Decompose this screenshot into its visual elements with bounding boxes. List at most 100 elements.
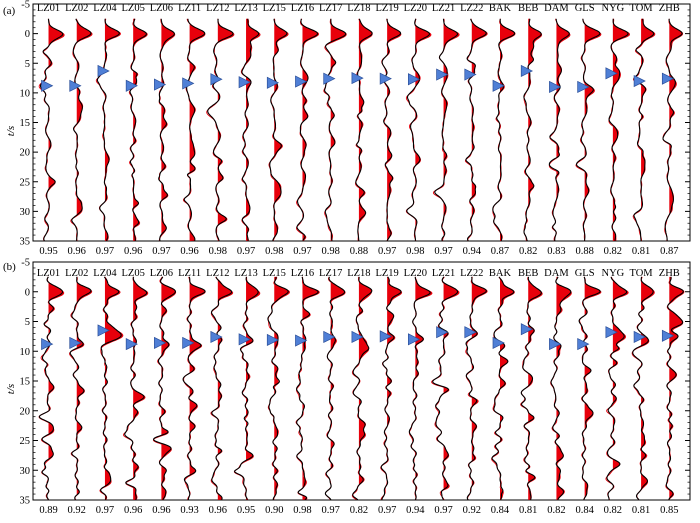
correlation-value-LZ19: 0.97 (378, 246, 396, 257)
observed-trace-BAK (492, 18, 516, 241)
correlation-value-LZ06: 0.96 (152, 505, 170, 516)
station-label-LZ19: LZ19 (375, 268, 398, 279)
synthetic-fill-LZ12 (217, 276, 233, 500)
station-label-BAK: BAK (489, 3, 512, 14)
correlation-value-BEB: 0.82 (519, 246, 537, 257)
panel-label-a: (a) (3, 5, 16, 17)
correlation-value-LZ16: 0.98 (293, 505, 311, 516)
observed-trace-LZ21 (432, 276, 459, 500)
observed-trace-LZ11 (182, 276, 206, 500)
correlation-value-LZ02: 0.96 (68, 246, 86, 257)
correlation-value-LZ17: 0.98 (322, 246, 340, 257)
synthetic-fill-LZ13 (246, 18, 261, 242)
synthetic-trace-TOM (632, 18, 656, 241)
observed-trace-LZ13 (234, 276, 259, 500)
correlation-value-LZ06: 0.97 (152, 246, 170, 257)
synthetic-trace-LZ19 (380, 276, 403, 500)
station-label-LZ17: LZ17 (319, 3, 342, 14)
station-label-LZ20: LZ20 (404, 268, 427, 279)
observed-trace-LZ04 (100, 276, 122, 500)
station-label-LZ04: LZ04 (93, 3, 117, 14)
synthetic-fill-LZ01 (48, 18, 65, 242)
station-label-LZ16: LZ16 (291, 268, 314, 279)
synthetic-trace-LZ18 (355, 18, 373, 241)
observed-trace-DAM (550, 276, 572, 500)
correlation-value-LZ04: 0.97 (96, 246, 114, 257)
synthetic-fill-LZ06 (161, 18, 175, 242)
observed-trace-LZ17 (324, 18, 347, 241)
arrival-marker-LZ05 (125, 338, 138, 351)
y-tick-label: 5 (25, 317, 30, 328)
panel-label-b: (b) (3, 261, 16, 273)
synthetic-fill-LZ21 (443, 276, 460, 500)
arrival-marker-LZ04 (97, 324, 110, 337)
correlation-value-GLS: 0.88 (575, 246, 593, 257)
synthetic-fill-BEB (528, 18, 542, 242)
correlation-value-LZ22: 0.94 (463, 246, 482, 257)
station-label-LZ18: LZ18 (347, 3, 370, 14)
synthetic-fill-LZ05 (133, 276, 148, 500)
observed-trace-ZHB (662, 18, 683, 241)
arrival-marker-LZ04 (97, 64, 110, 78)
observed-trace-LZ05 (129, 18, 147, 241)
arrival-marker-ZHB (661, 72, 675, 85)
station-label-TOM: TOM (630, 268, 654, 279)
observed-trace-LZ22 (465, 276, 487, 500)
correlation-value-LZ16: 0.97 (293, 246, 311, 257)
synthetic-fill-LZ11 (189, 18, 205, 242)
arrival-marker-LZ21 (436, 68, 449, 81)
synthetic-fill-TOM (641, 18, 655, 242)
observed-trace-LZ18 (355, 18, 373, 241)
synthetic-fill-LZ19 (387, 276, 402, 500)
station-label-LZ22: LZ22 (460, 268, 483, 279)
y-tick-label: 5 (25, 59, 30, 70)
observed-trace-GLS (575, 18, 601, 241)
synthetic-fill-LZ18 (358, 276, 372, 500)
station-label-LZ16: LZ16 (291, 3, 314, 14)
observed-trace-GLS (578, 276, 601, 500)
observed-trace-LZ04 (96, 18, 120, 241)
observed-trace-NYG (606, 276, 628, 500)
arrival-marker-GLS (577, 80, 590, 94)
arrival-marker-BAK (492, 79, 505, 92)
y-tick-label: -5 (21, 258, 30, 269)
observed-trace-LZ13 (241, 18, 260, 241)
arrival-marker-NYG (605, 67, 618, 80)
station-label-NYG: NYG (601, 3, 624, 14)
synthetic-trace-LZ19 (381, 18, 402, 241)
synthetic-trace-LZ13 (233, 276, 261, 500)
station-label-LZ21: LZ21 (432, 268, 455, 279)
synthetic-fill-LZ22 (471, 276, 488, 500)
synthetic-fill-NYG (612, 18, 630, 242)
y-axis-label-a: t/s (5, 126, 17, 136)
synthetic-fill-LZ20 (415, 18, 431, 242)
synthetic-fill-LZ15 (274, 276, 290, 500)
synthetic-fill-LZ04 (104, 276, 123, 500)
arrival-marker-TOM (633, 74, 646, 88)
station-label-LZ18: LZ18 (347, 268, 370, 279)
arrival-marker-LZ12 (210, 73, 223, 86)
arrival-marker-TOM (633, 330, 646, 344)
synthetic-trace-LZ15 (268, 18, 289, 241)
correlation-value-LZ01: 0.95 (39, 246, 57, 257)
observed-trace-TOM (632, 276, 654, 501)
synthetic-fill-LZ01 (48, 276, 64, 500)
correlation-value-LZ15: 0.90 (265, 505, 283, 516)
synthetic-fill-BAK (500, 18, 516, 242)
arrival-marker-LZ02 (69, 336, 82, 349)
arrival-marker-LZ11 (182, 336, 195, 349)
arrival-marker-LZ12 (210, 330, 223, 344)
observed-trace-BEB (523, 18, 542, 241)
correlation-value-DAM: 0.82 (547, 505, 565, 516)
synthetic-fill-LZ02 (76, 18, 93, 242)
observed-trace-LZ02 (69, 276, 92, 500)
arrival-marker-LZ18 (351, 330, 364, 344)
station-label-DAM: DAM (544, 268, 569, 279)
synthetic-fill-LZ16 (302, 18, 319, 242)
correlation-value-LZ13: 0.97 (237, 246, 255, 257)
synthetic-trace-LZ11 (183, 276, 206, 500)
station-label-DAM: DAM (544, 3, 569, 14)
observed-trace-LZ21 (434, 18, 459, 241)
synthetic-trace-GLS (575, 18, 602, 241)
